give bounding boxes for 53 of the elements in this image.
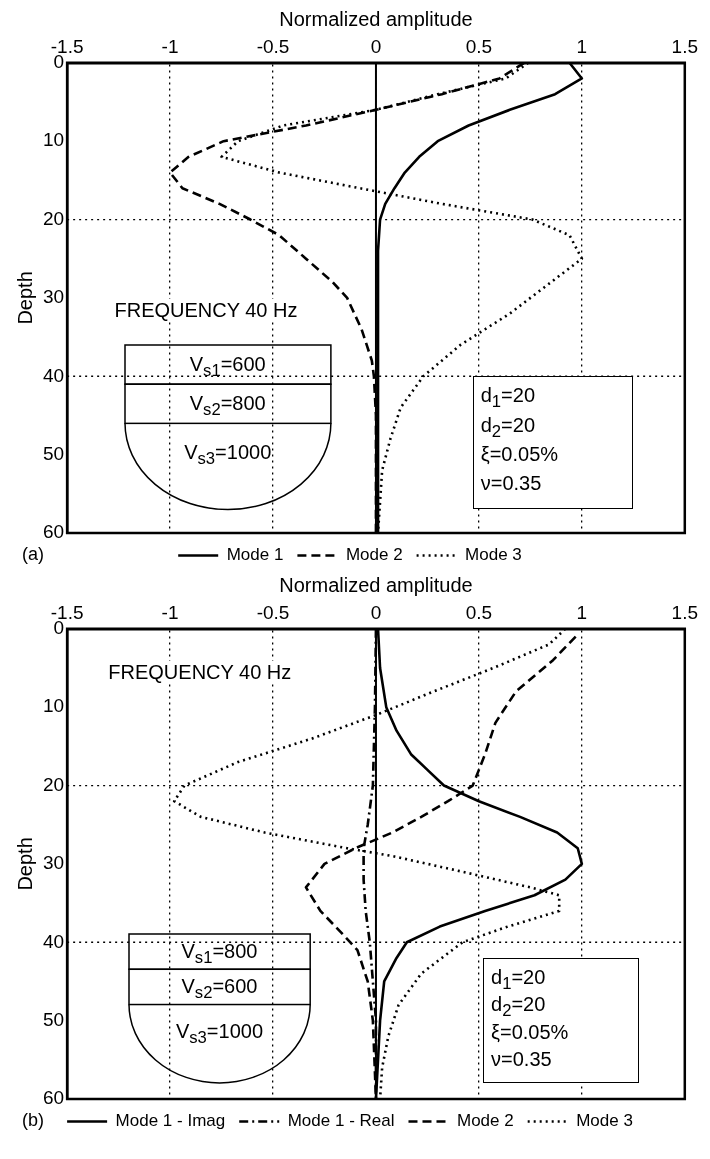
x-tick-label: 0.5 xyxy=(465,601,493,623)
annotation: V$_{s1}$=800 xyxy=(180,940,259,970)
y-tick-label: 60 xyxy=(42,1087,65,1109)
legend-label: Mode 1 - Real xyxy=(287,1111,395,1131)
annotation: d$_{2}$=20 xyxy=(491,993,546,1023)
y-tick-label: 40 xyxy=(42,364,65,386)
legend-label: Mode 1 - Imag xyxy=(115,1111,226,1131)
x-axis-title: Normalized amplitude xyxy=(279,7,473,30)
text: (b) xyxy=(22,1108,44,1131)
legend-label: Mode 1 xyxy=(226,545,284,565)
x-tick-label: -1 xyxy=(161,35,179,57)
annotation: ν=0.35 xyxy=(491,1047,552,1070)
x-tick-label: -0.5 xyxy=(256,35,290,57)
x-tick-label: -1 xyxy=(161,601,179,623)
y-tick-label: 20 xyxy=(42,207,65,229)
annotation: d$_{1}$=20 xyxy=(491,965,546,995)
annotation: V$_{s1}$=600 xyxy=(188,352,267,382)
y-tick-label: 10 xyxy=(42,129,65,151)
x-tick-label: 0.5 xyxy=(465,35,493,57)
legend-label: Mode 2 xyxy=(456,1111,514,1131)
y-tick-label: 20 xyxy=(42,773,65,795)
y-axis-title: Depth xyxy=(13,837,36,891)
annotation: V$_{s2}$=800 xyxy=(188,391,267,421)
annotation: V$_{s3}$=1000 xyxy=(174,1020,265,1050)
y-tick-label: 50 xyxy=(42,442,65,464)
legend-label: Mode 2 xyxy=(345,545,403,565)
y-tick-label: 50 xyxy=(42,1008,65,1030)
annotation: FREQUENCY 40 Hz xyxy=(108,660,292,683)
y-axis-title: Depth xyxy=(13,271,36,325)
x-tick-label: 1.5 xyxy=(671,35,698,57)
text: (a) xyxy=(22,542,44,565)
legend-label: Mode 3 xyxy=(465,545,522,565)
annotation: V$_{s3}$=1000 xyxy=(183,441,273,471)
y-tick-label: 30 xyxy=(42,286,65,308)
x-axis-title: Normalized amplitude xyxy=(279,573,473,596)
x-tick-label: 1.5 xyxy=(671,601,698,623)
x-tick-label: 1 xyxy=(576,601,588,623)
x-tick-label: -0.5 xyxy=(256,601,290,623)
annotation: V$_{s2}$=600 xyxy=(180,975,259,1005)
y-tick-label: 10 xyxy=(42,695,65,717)
y-tick-label: 40 xyxy=(42,930,65,952)
annotation: d$_{1}$=20 xyxy=(480,384,536,414)
y-tick-label: 30 xyxy=(42,852,65,874)
x-tick-label: 0 xyxy=(370,601,382,623)
x-tick-label: 0 xyxy=(370,35,382,57)
x-tick-label: 1 xyxy=(576,35,588,57)
y-tick-label: 60 xyxy=(42,521,65,543)
annotation: ν=0.35 xyxy=(480,472,542,495)
annotation: ξ=0.05% xyxy=(480,442,559,465)
annotation: FREQUENCY 40 Hz xyxy=(114,298,298,321)
annotation: d$_{2}$=20 xyxy=(480,413,536,443)
annotation: ξ=0.05% xyxy=(491,1020,569,1043)
legend-label: Mode 3 xyxy=(576,1111,633,1131)
